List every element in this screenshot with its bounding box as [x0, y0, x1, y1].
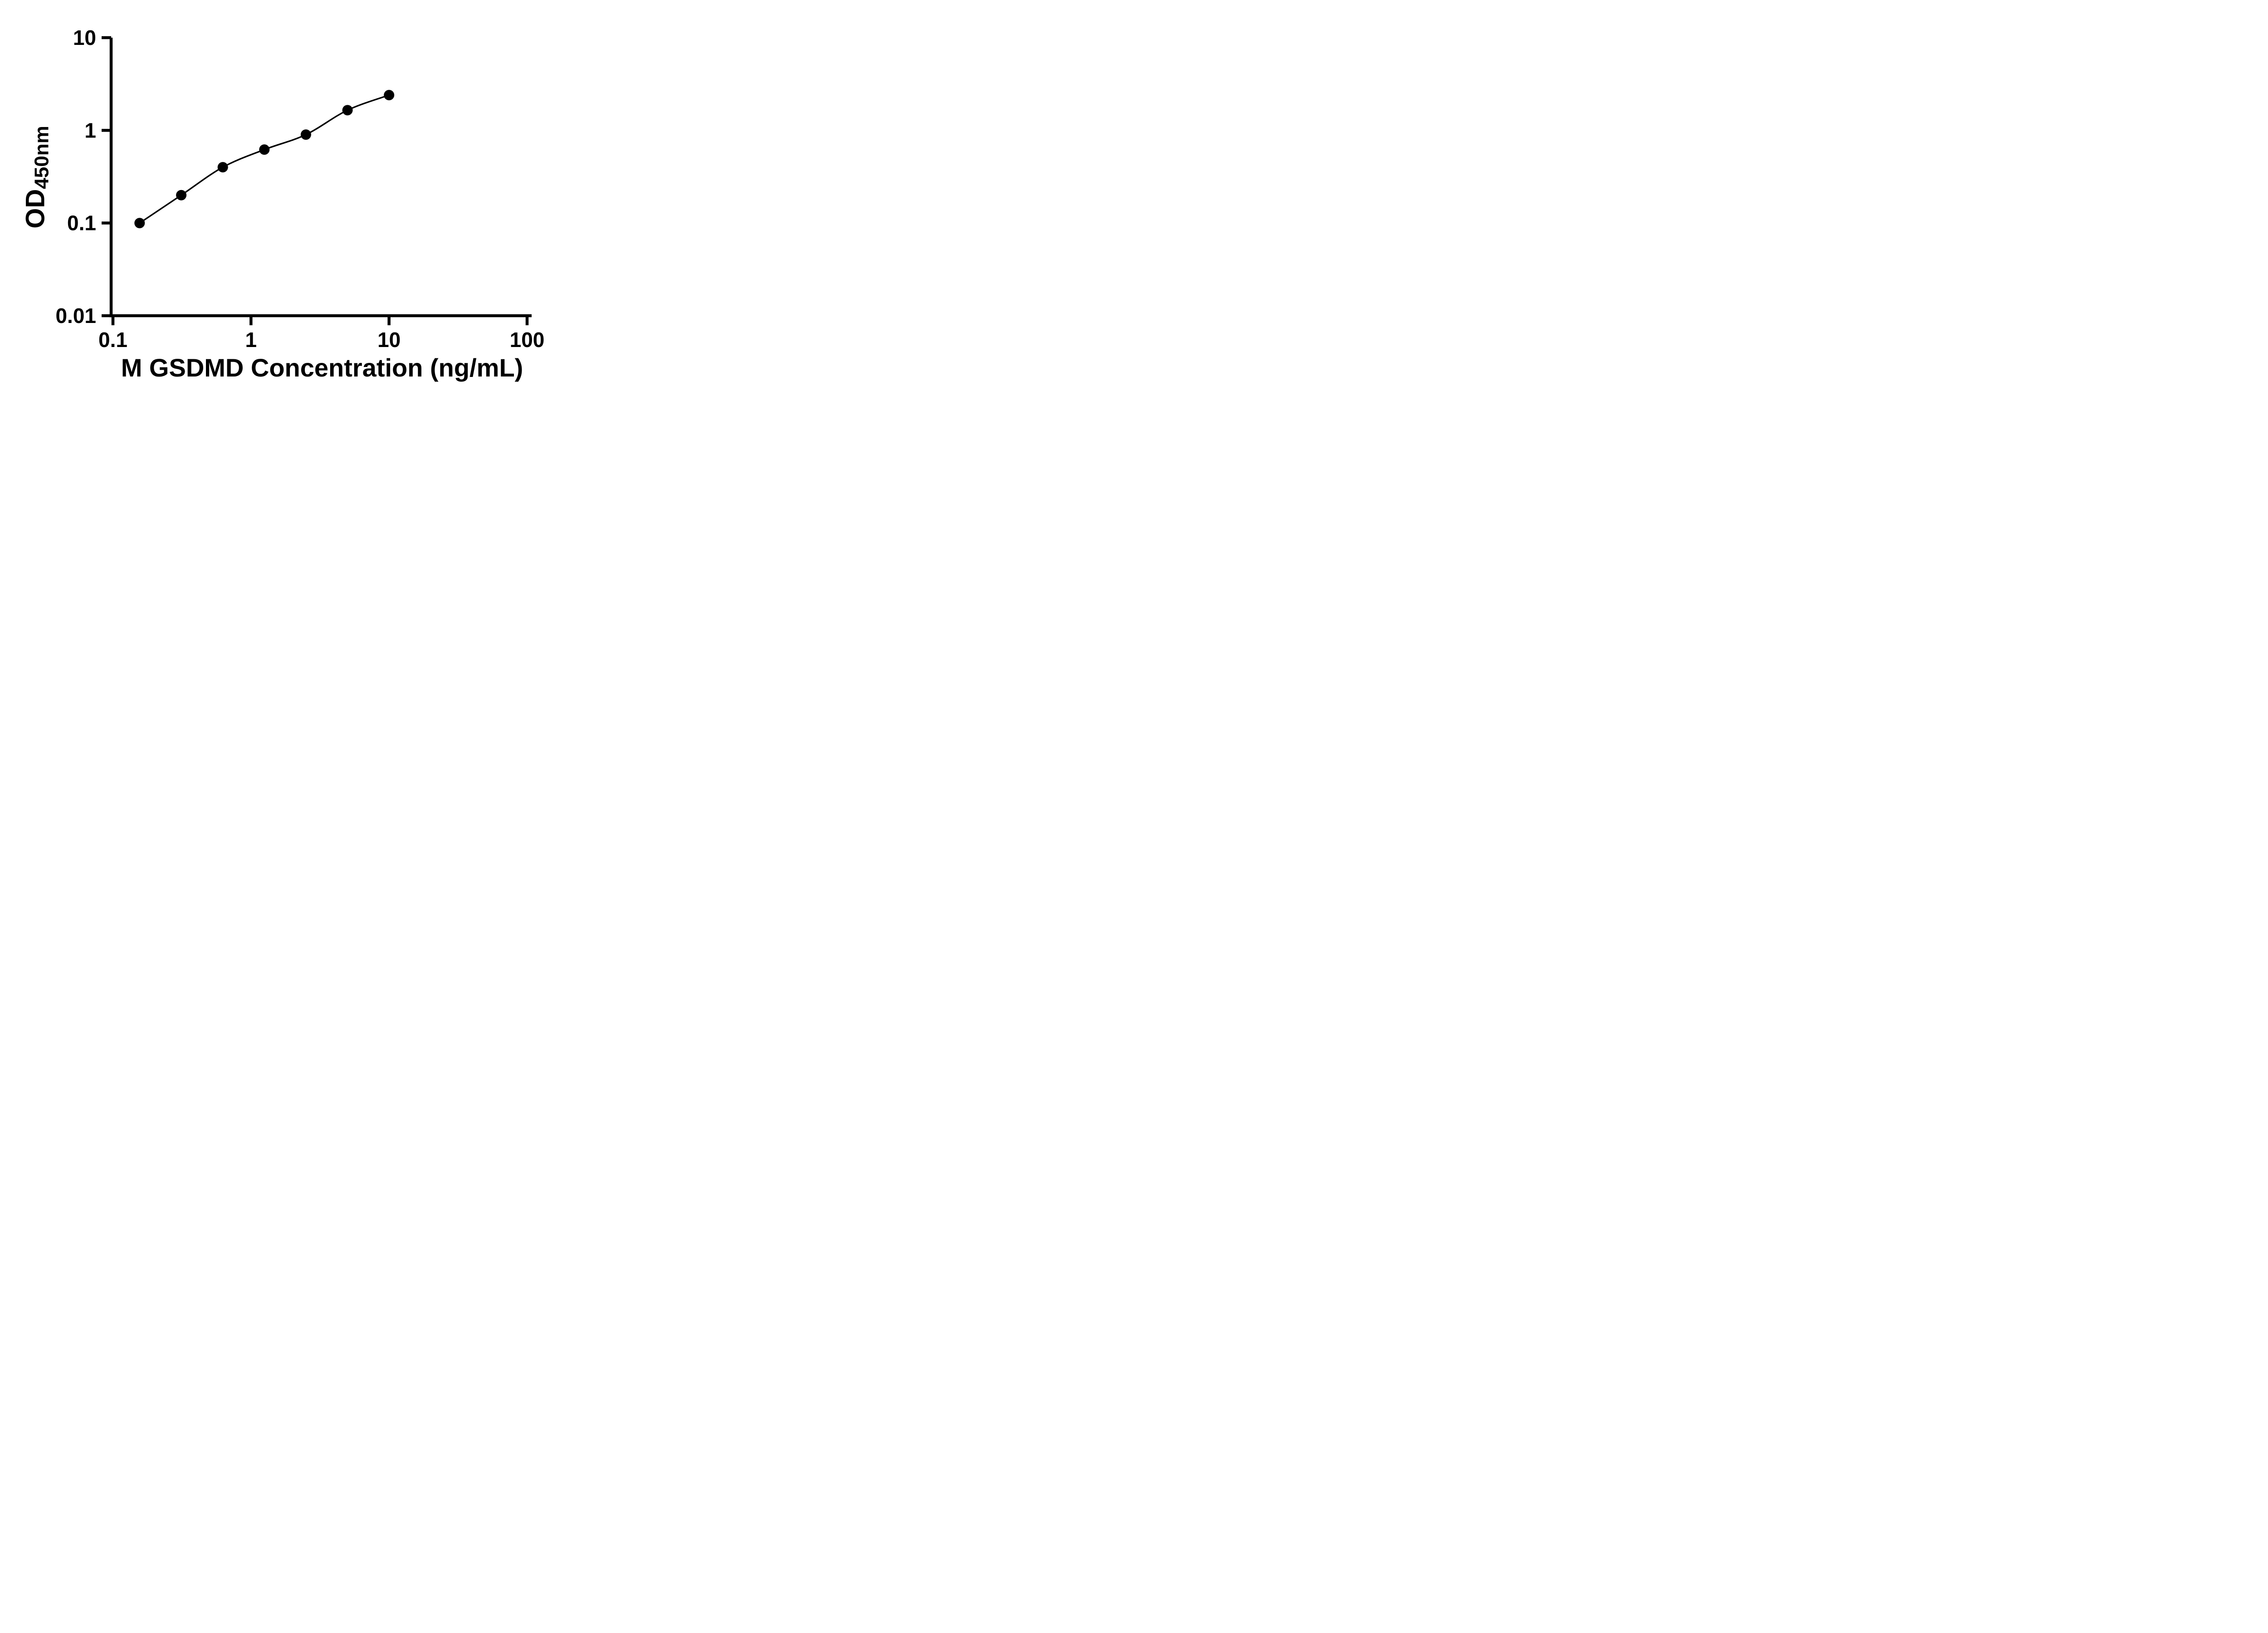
y-axis-title: OD450nm [20, 125, 53, 229]
data-point [384, 90, 395, 101]
data-point [176, 190, 187, 200]
y-tick-label: 10 [73, 26, 96, 49]
x-tick-label: 1 [245, 328, 257, 352]
x-tick-label: 0.1 [98, 328, 127, 352]
y-tick-label: 0.01 [55, 304, 96, 328]
data-point [300, 129, 311, 140]
data-point [259, 144, 270, 155]
y-axis-title-main: OD [20, 189, 50, 229]
x-tick-label: 10 [377, 328, 401, 352]
data-point [342, 105, 353, 116]
x-tick-label: 100 [510, 328, 545, 352]
elisa-standard-curve-figure: 0.1 1 10 100 0.01 0.1 1 10 OD450nm M GSDMD Conc… [0, 0, 582, 408]
x-axis-title: M GSDMD Concentration (ng/mL) [121, 353, 523, 382]
y-tick-label: 1 [84, 118, 96, 142]
data-point [217, 162, 228, 173]
data-point [134, 218, 145, 229]
y-axis-title-box: OD450nm [0, 0, 71, 354]
y-tick-label: 0.1 [67, 211, 96, 235]
y-axis-title-subscript: 450nm [30, 125, 53, 189]
fit-curve [139, 94, 390, 224]
